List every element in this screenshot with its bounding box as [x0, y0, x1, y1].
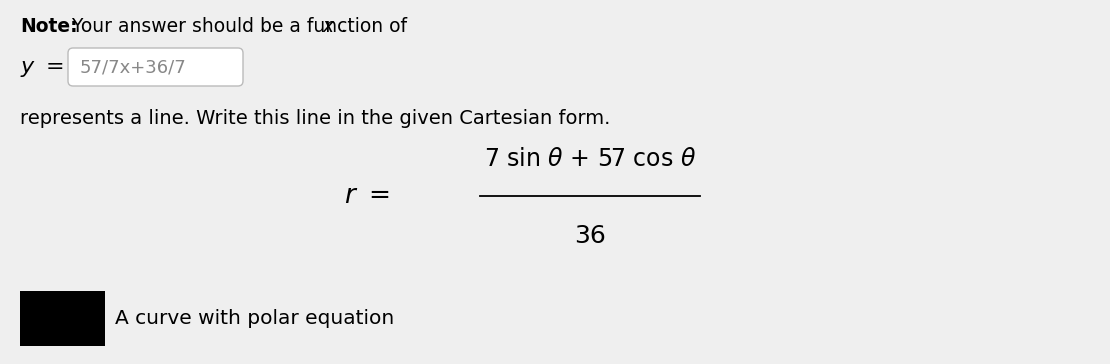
- Text: Note:: Note:: [20, 16, 78, 36]
- Text: 57/7x+36/7: 57/7x+36/7: [80, 58, 186, 76]
- Text: Your answer should be a function of: Your answer should be a function of: [65, 16, 413, 36]
- Text: 36: 36: [574, 224, 606, 248]
- Text: $y\ =$: $y\ =$: [20, 59, 63, 79]
- Text: $x$: $x$: [322, 16, 335, 36]
- Text: .: .: [335, 16, 346, 36]
- Text: 7 sin $\theta$ + 57 cos $\theta$: 7 sin $\theta$ + 57 cos $\theta$: [484, 147, 696, 171]
- Text: represents a line. Write this line in the given Cartesian form.: represents a line. Write this line in th…: [20, 110, 610, 128]
- FancyBboxPatch shape: [68, 48, 243, 86]
- Text: $r\ =$: $r\ =$: [344, 183, 390, 209]
- Bar: [20, 291, 105, 346]
- Text: A curve with polar equation: A curve with polar equation: [115, 309, 394, 328]
